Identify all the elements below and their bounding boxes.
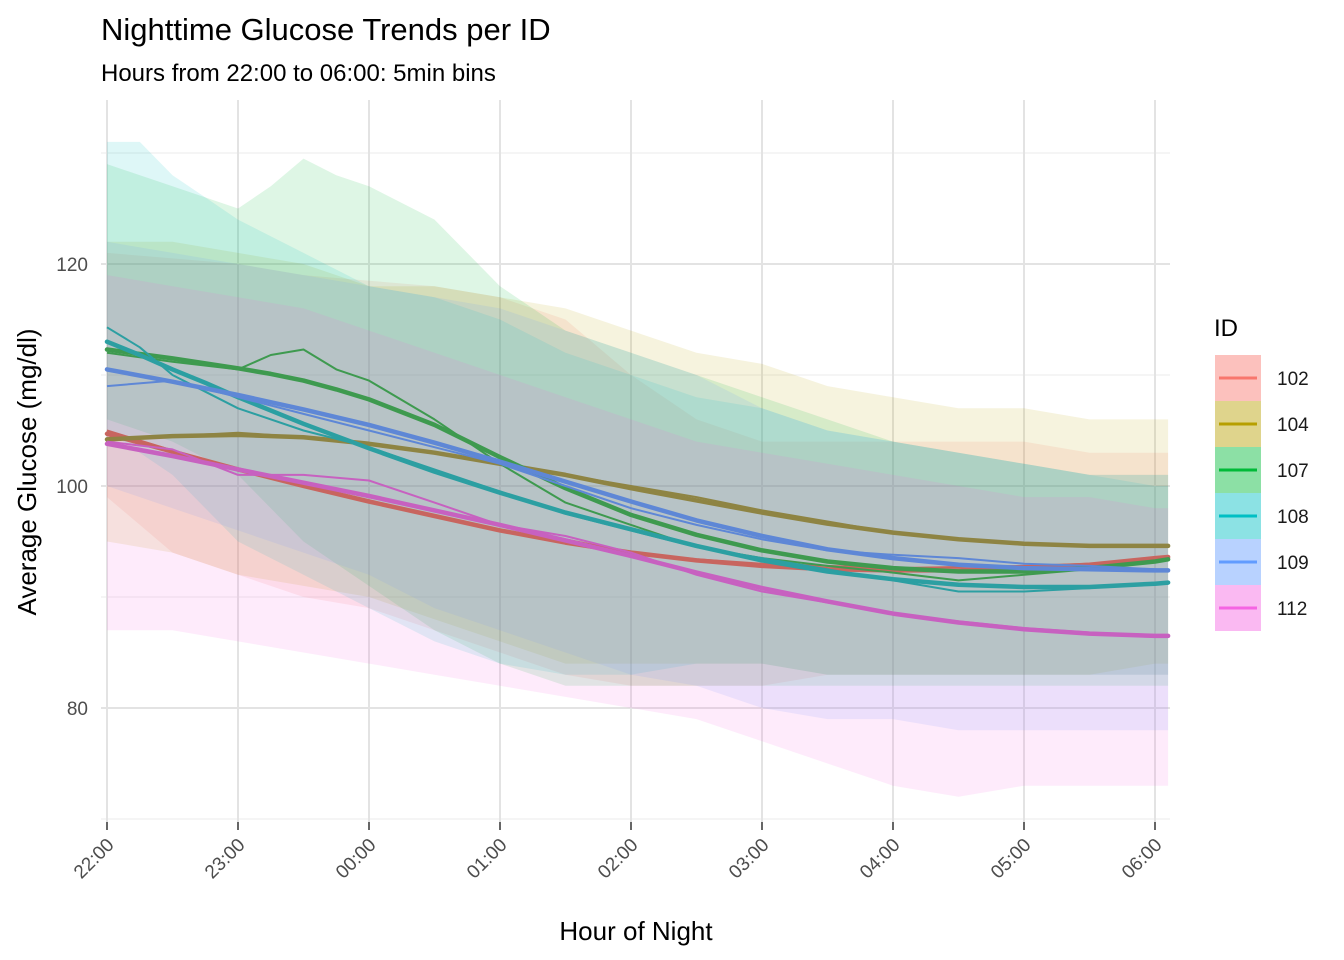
x-tick-label: 02:00 xyxy=(594,835,642,883)
band-107 xyxy=(107,158,1169,686)
x-axis-title: Hour of Night xyxy=(559,916,713,946)
x-tick-label: 23:00 xyxy=(201,835,249,883)
legend-label-109: 109 xyxy=(1277,553,1309,574)
x-axis-ticks: 22:00 23:00 00:00 01:00 02:00 03:00 04:00 05:00… xyxy=(70,822,1167,883)
legend-label-102: 102 xyxy=(1277,369,1309,390)
x-tick-label: 03:00 xyxy=(725,835,773,883)
legend-label-104: 104 xyxy=(1277,415,1309,436)
y-axis-title: Average Glucose (mg/dl) xyxy=(12,328,42,615)
band-102 xyxy=(107,252,1169,686)
legend-label-108: 108 xyxy=(1277,507,1309,528)
legend-label-112: 112 xyxy=(1277,599,1307,620)
legend-label-107: 107 xyxy=(1277,461,1309,482)
chart-title: Nighttime Glucose Trends per ID xyxy=(101,12,551,47)
mean-line-109 xyxy=(106,379,1169,572)
y-axis-ticks: 80 100 120 xyxy=(56,255,88,720)
chart-subtitle: Hours from 22:00 to 06:00: 5min bins xyxy=(101,60,496,87)
smooth-line-109 xyxy=(104,367,1171,573)
x-tick-label: 04:00 xyxy=(856,835,904,883)
smooth-line-108 xyxy=(104,339,1171,590)
x-tick-label: 00:00 xyxy=(332,835,380,883)
smooth-line-104 xyxy=(104,432,1171,549)
ribbon-bands xyxy=(107,141,1169,797)
x-tick-label: 01:00 xyxy=(463,835,511,883)
smooth-line-107 xyxy=(104,347,1171,574)
series-lines xyxy=(104,326,1171,639)
y-tick-label: 100 xyxy=(56,477,88,498)
x-tick-label: 22:00 xyxy=(70,835,118,883)
mean-line-107 xyxy=(106,348,1169,582)
x-tick-label: 06:00 xyxy=(1118,835,1166,883)
y-tick-label: 80 xyxy=(67,699,88,720)
x-tick-label: 05:00 xyxy=(987,835,1035,883)
band-112 xyxy=(107,275,1169,797)
legend-title: ID xyxy=(1214,315,1238,342)
smooth-line-112 xyxy=(104,441,1171,639)
band-109 xyxy=(107,241,1169,731)
legend: ID 102 104 107 108 109 112 xyxy=(1214,315,1309,631)
y-tick-label: 120 xyxy=(56,255,88,276)
band-108 xyxy=(107,141,1169,675)
